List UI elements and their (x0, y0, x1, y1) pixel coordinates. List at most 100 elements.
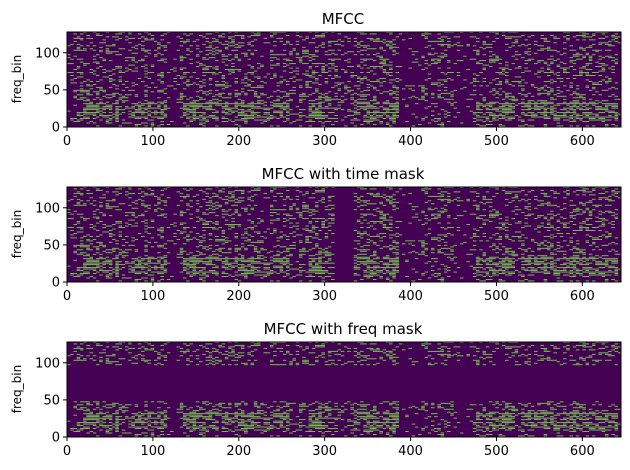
heatmap-cell (102, 58, 106, 60)
heatmap-cell (237, 197, 242, 199)
heatmap-cell (70, 237, 74, 239)
heatmap-cell (588, 101, 593, 103)
heatmap-cell (305, 86, 309, 88)
heatmap-cell (546, 94, 551, 96)
heatmap-cell (266, 119, 271, 121)
heatmap-cell (443, 271, 448, 273)
heatmap-cell (311, 73, 316, 75)
heatmap-cell (115, 258, 119, 260)
heatmap-cell (421, 85, 425, 87)
heatmap-cell (582, 109, 586, 111)
heatmap-cell (276, 95, 280, 97)
heatmap-cell (99, 243, 103, 245)
heatmap-cell (482, 100, 487, 102)
heatmap-cell (237, 115, 242, 117)
heatmap-cell (395, 221, 400, 223)
heatmap-cell (372, 222, 377, 224)
heatmap-cell (150, 280, 155, 282)
heatmap-cell (195, 194, 200, 196)
heatmap-cell (79, 213, 84, 215)
heatmap-cell (86, 45, 90, 47)
heatmap-cell (137, 116, 142, 118)
heatmap-cell (321, 218, 325, 220)
heatmap-cell (372, 253, 377, 255)
heatmap-cell (215, 49, 219, 51)
heatmap-cell (95, 188, 100, 190)
heatmap-cell (166, 252, 171, 254)
heatmap-cell (324, 121, 329, 122)
heatmap-cell (115, 243, 119, 245)
heatmap-cell (134, 110, 139, 112)
heatmap-cell (450, 94, 454, 96)
heatmap-cell (347, 37, 351, 39)
heatmap-cell (263, 271, 267, 273)
heatmap-cell (389, 234, 393, 236)
heatmap-cell (105, 116, 110, 118)
heatmap-cell (360, 67, 364, 69)
heatmap-cell (228, 191, 232, 193)
heatmap-cell (195, 216, 200, 218)
heatmap-cell (240, 110, 245, 112)
heatmap-cell (350, 51, 354, 53)
heatmap-cell (286, 274, 290, 276)
heatmap-cell (244, 85, 248, 87)
heatmap-cell (537, 49, 541, 51)
heatmap-cell (231, 121, 235, 122)
heatmap-cell (424, 67, 429, 69)
heatmap-cell (395, 109, 400, 111)
heatmap-cell (482, 67, 487, 69)
heatmap-cell (76, 221, 81, 223)
heatmap-cell (372, 261, 377, 263)
heatmap-cell (157, 89, 161, 91)
heatmap-cell (353, 37, 358, 39)
heatmap-cell (208, 247, 213, 249)
heatmap-cell (579, 72, 583, 73)
heatmap-cell (327, 45, 332, 47)
heatmap-cell (389, 89, 393, 91)
heatmap-cell (382, 49, 387, 51)
heatmap-cell (199, 253, 203, 255)
heatmap-cell (79, 72, 84, 73)
heatmap-cell (530, 85, 535, 87)
heatmap-cell (315, 253, 319, 255)
heatmap-cell (102, 72, 106, 73)
heatmap-cell (189, 63, 193, 65)
heatmap-cell (569, 107, 573, 109)
heatmap-cell (479, 109, 483, 111)
heatmap-cell (495, 91, 499, 93)
heatmap-cell (408, 192, 412, 194)
heatmap-cell (186, 109, 190, 111)
heatmap-cell (89, 261, 94, 263)
heatmap-cell (150, 101, 155, 103)
heatmap-cell (360, 94, 364, 96)
heatmap-cell (247, 49, 251, 51)
heatmap-cell (389, 64, 393, 66)
heatmap-cell (279, 54, 284, 56)
heatmap-cell (105, 70, 110, 72)
heatmap-cell (186, 264, 190, 266)
heatmap-cell (356, 101, 361, 103)
heatmap-cell (450, 79, 454, 81)
heatmap-cell (105, 270, 110, 272)
heatmap-cell (205, 271, 210, 273)
heatmap-cell (237, 109, 242, 111)
heatmap-cell (308, 60, 313, 62)
heatmap-cell (563, 48, 567, 50)
heatmap-cell (344, 125, 348, 127)
heatmap-cell (144, 109, 148, 111)
heatmap-cell (321, 125, 325, 127)
heatmap-cell (382, 113, 387, 115)
heatmap-cell (575, 125, 580, 127)
heatmap-cell (240, 192, 245, 194)
heatmap-cell (147, 227, 152, 228)
heatmap-cell (289, 72, 293, 73)
heatmap-cell (392, 261, 396, 263)
heatmap-cell (79, 89, 84, 91)
heatmap-cell (215, 280, 219, 282)
heatmap-cell (321, 42, 325, 44)
heatmap-cell (86, 192, 90, 194)
heatmap-cell (195, 83, 200, 85)
heatmap-cell (350, 97, 354, 99)
heatmap-cell (556, 75, 561, 76)
heatmap-cell (295, 207, 300, 209)
